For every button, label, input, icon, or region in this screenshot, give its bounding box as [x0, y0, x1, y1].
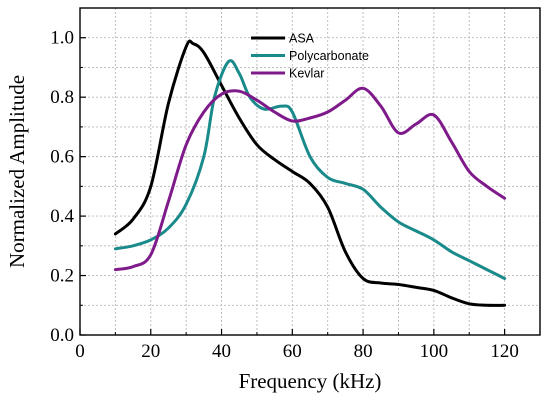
grid	[80, 8, 540, 335]
y-tick-label: 0.8	[50, 87, 74, 108]
y-tick-label: 0.4	[50, 206, 74, 227]
plot-frame	[79, 7, 541, 336]
series-line-asa	[113, 39, 507, 307]
legend-label-kevlar: Kevlar	[289, 67, 324, 81]
x-tick-label: 80	[354, 341, 373, 362]
x-axis-title: Frequency (kHz)	[239, 369, 382, 393]
x-tick-label: 100	[420, 341, 449, 362]
series-line-polycarbonate	[113, 59, 507, 280]
legend-label-polycarbonate: Polycarbonate	[289, 49, 369, 63]
y-tick-label: 0.2	[50, 266, 74, 287]
axis-ticks: 0 20 40 60 80 100 120 0.0 0.2 0.4 0.6 0.8 1.0	[50, 7, 519, 362]
y-tick-label: 0.0	[50, 325, 74, 346]
y-tick-label: 0.6	[50, 147, 74, 168]
y-tick-label: 1.0	[50, 28, 74, 49]
legend-label-asa: ASA	[289, 32, 315, 46]
series-line-kevlar	[113, 86, 507, 272]
x-tick-label: 40	[212, 341, 231, 362]
x-tick-label: 60	[283, 341, 302, 362]
x-tick-label: 0	[75, 341, 85, 362]
x-tick-label: 20	[141, 341, 160, 362]
series-lines	[113, 39, 507, 307]
x-tick-label: 120	[490, 341, 519, 362]
y-axis-title: Normalized Amplitude	[5, 75, 29, 268]
legend: ASA Polycarbonate Kevlar	[251, 32, 369, 81]
